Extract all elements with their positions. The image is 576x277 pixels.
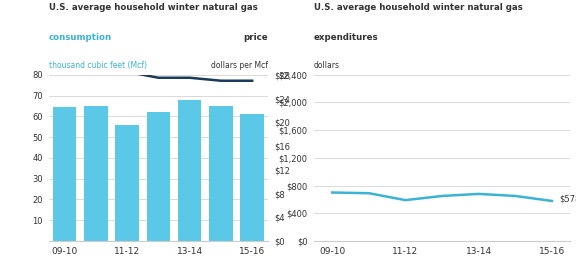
Text: $578: $578 [559,195,576,204]
Text: consumption: consumption [49,33,112,42]
Text: U.S. average household winter natural gas: U.S. average household winter natural ga… [49,3,257,12]
Bar [84,106,108,241]
Bar [147,112,170,241]
Text: dollars: dollars [314,61,340,70]
Bar [240,114,264,241]
Text: dollars per Mcf: dollars per Mcf [211,61,268,70]
Bar [53,107,76,241]
Text: price: price [243,33,268,42]
Bar [115,125,139,241]
Text: expenditures: expenditures [314,33,378,42]
Bar [209,106,233,241]
Text: thousand cubic feet (Mcf): thousand cubic feet (Mcf) [49,61,147,70]
Text: U.S. average household winter natural gas: U.S. average household winter natural ga… [314,3,522,12]
Bar [178,100,202,241]
